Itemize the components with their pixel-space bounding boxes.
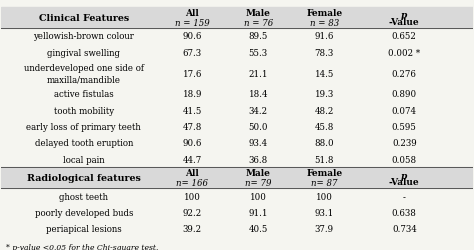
Text: 0.002 *: 0.002 * xyxy=(388,48,420,58)
Text: tooth mobility: tooth mobility xyxy=(54,106,114,115)
Text: 14.5: 14.5 xyxy=(314,69,334,78)
Text: 36.8: 36.8 xyxy=(248,155,268,164)
Text: 34.2: 34.2 xyxy=(249,106,268,115)
Text: 93.1: 93.1 xyxy=(315,208,334,217)
Text: 18.4: 18.4 xyxy=(248,90,268,99)
Text: ghost teeth: ghost teeth xyxy=(59,192,109,201)
Text: n= 87: n= 87 xyxy=(311,178,337,188)
Text: 44.7: 44.7 xyxy=(182,155,202,164)
Text: underdeveloped one side of: underdeveloped one side of xyxy=(24,64,144,72)
Text: 0.058: 0.058 xyxy=(392,155,417,164)
Text: 100: 100 xyxy=(250,192,267,201)
Text: 0.890: 0.890 xyxy=(392,90,417,99)
Text: 18.9: 18.9 xyxy=(182,90,202,99)
Text: Male: Male xyxy=(246,9,271,18)
Text: periapical lesions: periapical lesions xyxy=(46,224,122,234)
Text: 0.595: 0.595 xyxy=(392,122,417,132)
Bar xyxy=(1,8,473,28)
Text: -: - xyxy=(403,192,406,201)
Text: 0.074: 0.074 xyxy=(392,106,417,115)
Text: n = 83: n = 83 xyxy=(310,19,339,28)
Bar xyxy=(1,168,473,188)
Text: 47.8: 47.8 xyxy=(182,122,202,132)
Text: yellowish-brown colour: yellowish-brown colour xyxy=(33,32,134,41)
Text: local pain: local pain xyxy=(63,155,105,164)
Text: 88.0: 88.0 xyxy=(314,139,334,148)
Text: -Value: -Value xyxy=(389,18,419,27)
Text: 0.652: 0.652 xyxy=(392,32,417,41)
Text: 37.9: 37.9 xyxy=(315,224,334,234)
Text: n = 76: n = 76 xyxy=(244,19,273,28)
Text: 91.1: 91.1 xyxy=(248,208,268,217)
Text: 51.8: 51.8 xyxy=(314,155,334,164)
Text: delayed tooth eruption: delayed tooth eruption xyxy=(35,139,133,148)
Text: All: All xyxy=(185,168,199,177)
Text: 93.4: 93.4 xyxy=(249,139,268,148)
Text: 91.6: 91.6 xyxy=(314,32,334,41)
Text: 92.2: 92.2 xyxy=(182,208,202,217)
Text: 55.3: 55.3 xyxy=(249,48,268,58)
Text: 89.5: 89.5 xyxy=(248,32,268,41)
Text: * p-value <0.05 for the Chi-square test.: * p-value <0.05 for the Chi-square test. xyxy=(6,243,158,250)
Text: 0.638: 0.638 xyxy=(392,208,417,217)
Text: 19.3: 19.3 xyxy=(315,90,334,99)
Text: 0.734: 0.734 xyxy=(392,224,417,234)
Text: gingival swelling: gingival swelling xyxy=(47,48,120,58)
Text: 0.239: 0.239 xyxy=(392,139,417,148)
Text: n= 79: n= 79 xyxy=(245,178,272,188)
Text: p: p xyxy=(401,171,408,180)
Text: 48.2: 48.2 xyxy=(314,106,334,115)
Text: poorly developed buds: poorly developed buds xyxy=(35,208,133,217)
Text: 40.5: 40.5 xyxy=(248,224,268,234)
Text: n = 159: n = 159 xyxy=(175,19,210,28)
Text: 78.3: 78.3 xyxy=(315,48,334,58)
Text: 67.3: 67.3 xyxy=(182,48,202,58)
Text: 90.6: 90.6 xyxy=(182,32,202,41)
Text: Female: Female xyxy=(306,9,342,18)
Text: 41.5: 41.5 xyxy=(182,106,202,115)
Text: 50.0: 50.0 xyxy=(248,122,268,132)
Text: 45.8: 45.8 xyxy=(314,122,334,132)
Text: All: All xyxy=(185,9,199,18)
Text: Clinical Features: Clinical Features xyxy=(39,14,129,23)
Text: early loss of primary teeth: early loss of primary teeth xyxy=(27,122,141,132)
Text: maxilla/mandible: maxilla/mandible xyxy=(47,75,121,84)
Text: 17.6: 17.6 xyxy=(182,69,202,78)
Text: 100: 100 xyxy=(316,192,333,201)
Text: 90.6: 90.6 xyxy=(182,139,202,148)
Text: active fistulas: active fistulas xyxy=(54,90,114,99)
Text: Radiological features: Radiological features xyxy=(27,174,141,182)
Text: 39.2: 39.2 xyxy=(182,224,202,234)
Text: 100: 100 xyxy=(184,192,201,201)
Text: p: p xyxy=(401,11,408,20)
Text: -Value: -Value xyxy=(389,178,419,186)
Text: Male: Male xyxy=(246,168,271,177)
Text: Female: Female xyxy=(306,168,342,177)
Text: 21.1: 21.1 xyxy=(248,69,268,78)
Text: n= 166: n= 166 xyxy=(176,178,208,188)
Text: 0.276: 0.276 xyxy=(392,69,417,78)
